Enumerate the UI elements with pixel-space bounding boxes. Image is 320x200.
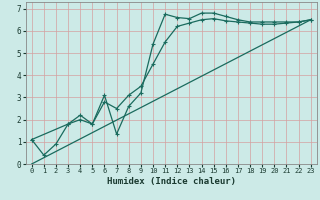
- X-axis label: Humidex (Indice chaleur): Humidex (Indice chaleur): [107, 177, 236, 186]
